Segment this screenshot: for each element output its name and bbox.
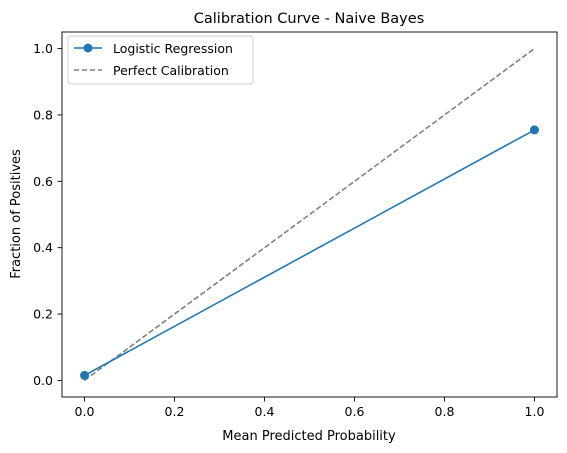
x-tick-label: 0.2: [165, 404, 185, 419]
y-tick-label: 0.0: [33, 373, 53, 388]
x-tick-label: 0.0: [75, 404, 95, 419]
x-tick-label: 0.8: [435, 404, 455, 419]
series-line-logistic-regression: [84, 129, 535, 377]
y-tick-label: 1.0: [33, 41, 53, 56]
legend-label-perfect-calibration: Perfect Calibration: [113, 63, 229, 78]
x-axis-label: Mean Predicted Probability: [222, 429, 396, 444]
series-layer: [80, 47, 539, 382]
x-tick-label: 1.0: [525, 404, 545, 419]
plot-area: [61, 31, 558, 398]
y-tick-label: 0.4: [33, 240, 53, 255]
series-line-perfect-calibration: [84, 47, 535, 382]
data-point-logistic-regression: [80, 370, 89, 380]
y-tick-label: 0.8: [33, 107, 53, 122]
legend: Logistic Regression Perfect Calibration: [67, 35, 254, 85]
chart-title: Calibration Curve - Naive Bayes: [194, 11, 425, 27]
plot-frame: [61, 31, 558, 398]
legend-label-logistic-regression: Logistic Regression: [113, 41, 233, 56]
legend-box: [67, 35, 254, 85]
x-tick-label: 0.6: [345, 404, 365, 419]
y-axis-ticks: 0.0 0.2 0.4 0.6 0.8 1.0: [33, 41, 62, 388]
x-tick-label: 0.4: [255, 404, 275, 419]
y-tick-label: 0.2: [33, 307, 53, 322]
data-point-logistic-regression: [530, 125, 539, 135]
x-axis-ticks: 0.0 0.2 0.4 0.6 0.8 1.0: [75, 397, 545, 419]
y-axis-label: Fraction of Positives: [9, 149, 24, 279]
y-tick-label: 0.6: [33, 174, 53, 189]
legend-marker-logistic-regression: [83, 43, 93, 53]
